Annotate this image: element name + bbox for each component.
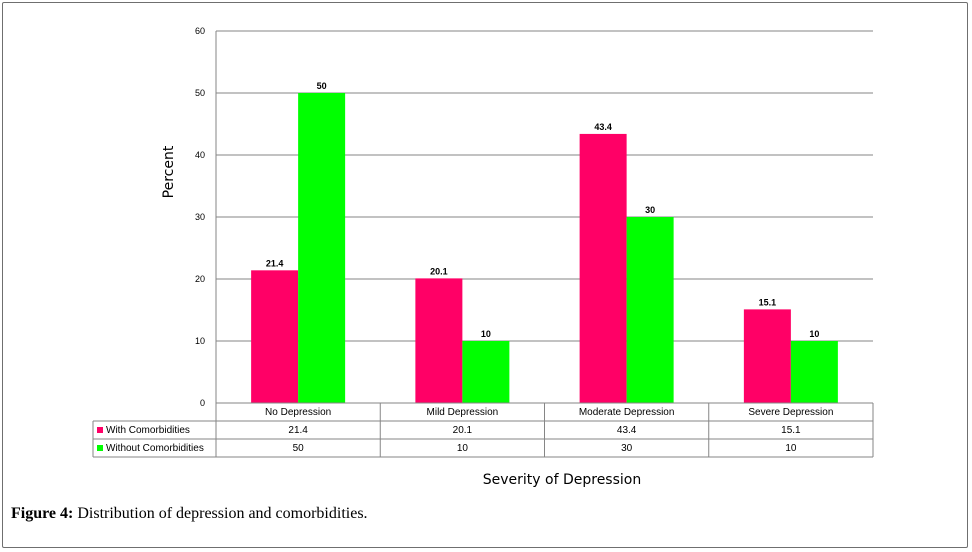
bar bbox=[462, 341, 510, 403]
table-value: 50 bbox=[293, 443, 305, 454]
data-label: 10 bbox=[809, 329, 819, 339]
bar bbox=[298, 93, 346, 403]
bar bbox=[626, 217, 674, 403]
bars bbox=[251, 93, 838, 404]
table-value: 10 bbox=[457, 443, 469, 454]
y-tick-label: 0 bbox=[200, 398, 205, 408]
y-tick-label: 20 bbox=[195, 274, 205, 284]
y-tick-label: 40 bbox=[195, 150, 205, 160]
y-axis-title: Percent bbox=[161, 145, 177, 198]
category-label: Mild Depression bbox=[427, 407, 499, 418]
caption-text: Distribution of depression and comorbidi… bbox=[73, 505, 368, 522]
data-labels: 21.4 50 20.1 10 43.4 30 15.1 10 bbox=[266, 81, 820, 339]
legend-label: With Comorbidities bbox=[106, 425, 190, 436]
table-value: 30 bbox=[621, 443, 633, 454]
bar bbox=[415, 278, 463, 403]
data-label: 21.4 bbox=[266, 258, 284, 268]
data-label: 20.1 bbox=[430, 266, 448, 276]
bar bbox=[579, 133, 627, 404]
y-tick-label: 10 bbox=[195, 336, 205, 346]
bar bbox=[251, 270, 299, 403]
data-label: 50 bbox=[317, 81, 327, 91]
table-value: 15.1 bbox=[781, 425, 801, 436]
legend-key bbox=[97, 427, 103, 433]
data-label: 15.1 bbox=[759, 297, 777, 307]
legend-key bbox=[97, 445, 103, 451]
x-axis-title: Severity of Depression bbox=[483, 472, 641, 488]
y-tick-label: 30 bbox=[195, 212, 205, 222]
bar bbox=[790, 341, 838, 403]
chart: 0 10 20 30 40 50 60 21.4 50 20.1 10 43.4 30 15.1 10 N… bbox=[92, 26, 874, 488]
category-label: No Depression bbox=[265, 407, 331, 418]
table-value: 21.4 bbox=[288, 425, 308, 436]
y-tick-label: 60 bbox=[195, 26, 205, 36]
data-label: 30 bbox=[645, 205, 655, 215]
table-value: 43.4 bbox=[617, 425, 637, 436]
y-tick-label: 50 bbox=[195, 88, 205, 98]
category-label: Moderate Depression bbox=[579, 407, 675, 418]
table-value: 20.1 bbox=[453, 425, 473, 436]
caption-label: Figure 4: bbox=[11, 505, 74, 522]
figure-caption: Figure 4: Distribution of depression and… bbox=[11, 505, 368, 523]
bar bbox=[743, 309, 791, 403]
category-label: Severe Depression bbox=[748, 407, 833, 418]
table-value: 10 bbox=[785, 443, 797, 454]
data-table: No Depression Mild Depression Moderate Dep… bbox=[92, 402, 874, 458]
data-label: 10 bbox=[481, 329, 491, 339]
legend-label: Without Comorbidities bbox=[106, 443, 204, 454]
data-label: 43.4 bbox=[594, 122, 612, 132]
y-tick-labels: 0 10 20 30 40 50 60 bbox=[195, 26, 205, 408]
